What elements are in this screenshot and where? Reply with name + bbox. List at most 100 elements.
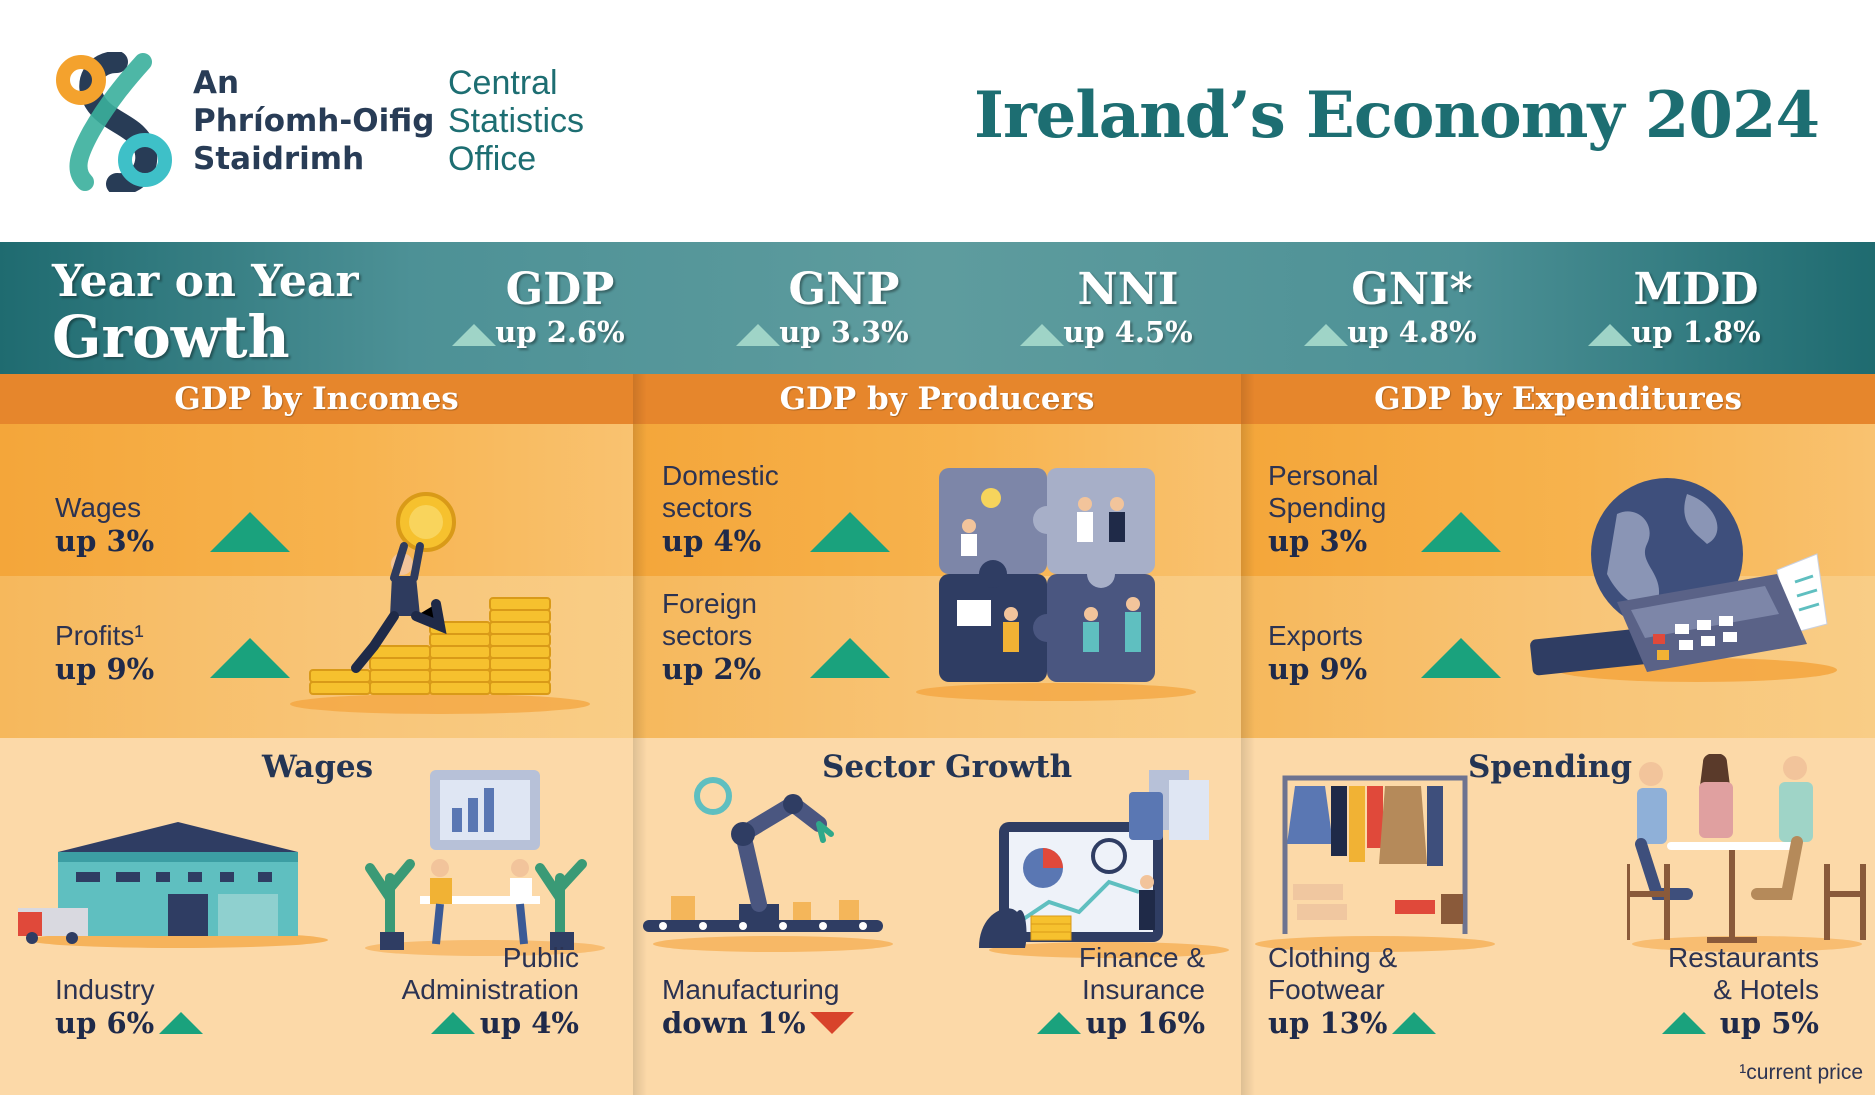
- growth-title-line2: Growth: [52, 303, 290, 371]
- stat-value: up 3%: [1268, 524, 1368, 558]
- stat-label: Spending: [1268, 492, 1387, 523]
- metric-change: up 1.8%: [1631, 315, 1761, 349]
- column-divider: [633, 374, 647, 1095]
- org-irish-line: Phríomh-Oifig: [193, 103, 435, 139]
- growth-banner: [0, 242, 1875, 374]
- stat-value: up 13%: [1268, 1006, 1388, 1040]
- stat-value: up 5%: [1719, 1006, 1819, 1040]
- stat-domestic-sectors: Domestic sectors up 4%: [662, 460, 779, 558]
- up-arrow-icon: [1020, 324, 1064, 346]
- metric-change: up 2.6%: [495, 315, 625, 349]
- metric-change: up 4.5%: [1063, 315, 1193, 349]
- stat-label: & Hotels: [1713, 974, 1819, 1005]
- metric-change-row: up 4.8%: [1272, 314, 1492, 350]
- stat-value: up 4%: [662, 524, 762, 558]
- stat-label: Restaurants: [1668, 942, 1819, 973]
- metric-name: NNI: [1077, 264, 1179, 315]
- metric-change-row: up 2.6%: [420, 314, 640, 350]
- stat-label: Wages: [55, 492, 142, 523]
- robot-arm-factory-illustration: [643, 777, 893, 952]
- up-arrow-icon: [431, 1012, 476, 1034]
- cso-logo-icon: [56, 52, 172, 192]
- up-arrow-icon: [210, 638, 290, 678]
- org-english-line: Office: [448, 140, 537, 178]
- metric-gdp: GDP up 2.6%: [420, 266, 640, 350]
- metric-gnp: GNP up 3.3%: [704, 266, 924, 350]
- stat-value-row: up 4%: [431, 1006, 579, 1040]
- office-workers-illustration: [365, 770, 605, 956]
- column-divider: [1241, 374, 1255, 1095]
- expenditures-band-top: [1241, 424, 1875, 576]
- org-name-english: Central Statistics Office: [448, 64, 584, 178]
- stat-personal-spending: Personal Spending up 3%: [1268, 460, 1386, 558]
- stat-profits: Profits¹ up 9%: [55, 620, 154, 686]
- producers-column: Domestic sectors up 4% Foreign sectors u…: [633, 424, 1241, 1095]
- puzzle-teamwork-illustration: [916, 468, 1196, 701]
- spending-subheading: Spending: [1468, 749, 1632, 785]
- stat-label: Administration: [401, 974, 579, 1005]
- coins-climber-illustration: [290, 492, 590, 714]
- metric-change: up 4.8%: [1347, 315, 1477, 349]
- up-arrow-icon: [1421, 638, 1501, 678]
- stat-value-row: up 6%: [55, 1006, 203, 1040]
- incomes-band-top: [0, 424, 633, 576]
- org-irish-line: Staidrimh: [193, 141, 365, 177]
- stat-label: Footwear: [1268, 974, 1385, 1005]
- up-arrow-icon: [210, 512, 290, 552]
- stat-label: Finance &: [1078, 942, 1205, 973]
- metric-mdd: MDD up 1.8%: [1556, 266, 1776, 350]
- stat-label: Exports: [1268, 620, 1363, 651]
- stat-manufacturing: Manufacturing down 1%: [662, 974, 854, 1040]
- expenditures-column: Personal Spending up 3% Exports up 9% Sp…: [1241, 424, 1875, 1095]
- growth-title-line1: Year on Year: [52, 256, 359, 307]
- stat-value-row: up 13%: [1268, 1006, 1436, 1040]
- page-title: Ireland’s Economy 2024: [974, 78, 1820, 153]
- sector-growth-subheading: Sector Growth: [822, 749, 1073, 785]
- up-arrow-icon: [1391, 1012, 1436, 1034]
- stat-value: up 9%: [1268, 652, 1368, 686]
- metric-change-row: up 3.3%: [704, 314, 924, 350]
- finance-dashboard-illustration: [979, 770, 1229, 958]
- stat-value: up 16%: [1085, 1006, 1205, 1040]
- metric-name: GNI*: [1351, 264, 1473, 315]
- growth-title: Year on Year Growth: [52, 256, 359, 371]
- incomes-column: Wages up 3% Profits¹ up 9%: [0, 424, 633, 1095]
- restaurant-diners-illustration: [1627, 754, 1866, 952]
- header: An Phríomh-Oifig Staidrimh Central Stati…: [0, 0, 1875, 242]
- incomes-heading: GDP by Incomes: [0, 374, 633, 424]
- stat-value: up 6%: [55, 1006, 155, 1040]
- stat-value-row: up 16%: [1037, 1006, 1205, 1040]
- metric-nni: NNI up 4.5%: [988, 266, 1208, 350]
- stat-clothing-footwear: Clothing & Footwear up 13%: [1268, 942, 1436, 1040]
- stat-value-row: up 5%: [1662, 1006, 1819, 1040]
- metric-name: GDP: [505, 264, 615, 315]
- stat-exports: Exports up 9%: [1268, 620, 1367, 686]
- metric-change-row: up 1.8%: [1556, 314, 1776, 350]
- up-arrow-icon: [810, 638, 890, 678]
- stat-label: Domestic: [662, 460, 779, 491]
- stat-value: up 4%: [479, 1006, 579, 1040]
- stat-value: up 9%: [55, 652, 155, 686]
- org-english-line: Statistics: [448, 102, 585, 140]
- stat-label: sectors: [662, 620, 753, 651]
- stat-label: sectors: [662, 492, 753, 523]
- up-arrow-icon: [1037, 1012, 1082, 1034]
- warehouse-illustration: [18, 822, 328, 948]
- stat-foreign-sectors: Foreign sectors up 2%: [662, 588, 761, 686]
- org-irish-line: An: [193, 65, 240, 101]
- wages-subheading: Wages: [262, 749, 374, 785]
- metric-change-row: up 4.5%: [988, 314, 1208, 350]
- stat-label: Public: [502, 942, 579, 973]
- stat-label: Profits¹: [55, 620, 144, 651]
- up-arrow-icon: [810, 512, 890, 552]
- stat-value: up 3%: [55, 524, 155, 558]
- stat-restaurants-hotels: Restaurants & Hotels up 5%: [1662, 942, 1819, 1040]
- metric-gni-star: GNI* up 4.8%: [1272, 266, 1492, 350]
- stat-public-administration: Public Administration up 4%: [402, 942, 579, 1040]
- up-arrow-icon: [1662, 1012, 1707, 1034]
- stat-label: Insurance: [1082, 974, 1205, 1005]
- up-arrow-icon: [452, 324, 496, 346]
- stat-value: down 1%: [662, 1006, 806, 1040]
- metric-change: up 3.3%: [779, 315, 909, 349]
- stat-label: Personal: [1268, 460, 1379, 491]
